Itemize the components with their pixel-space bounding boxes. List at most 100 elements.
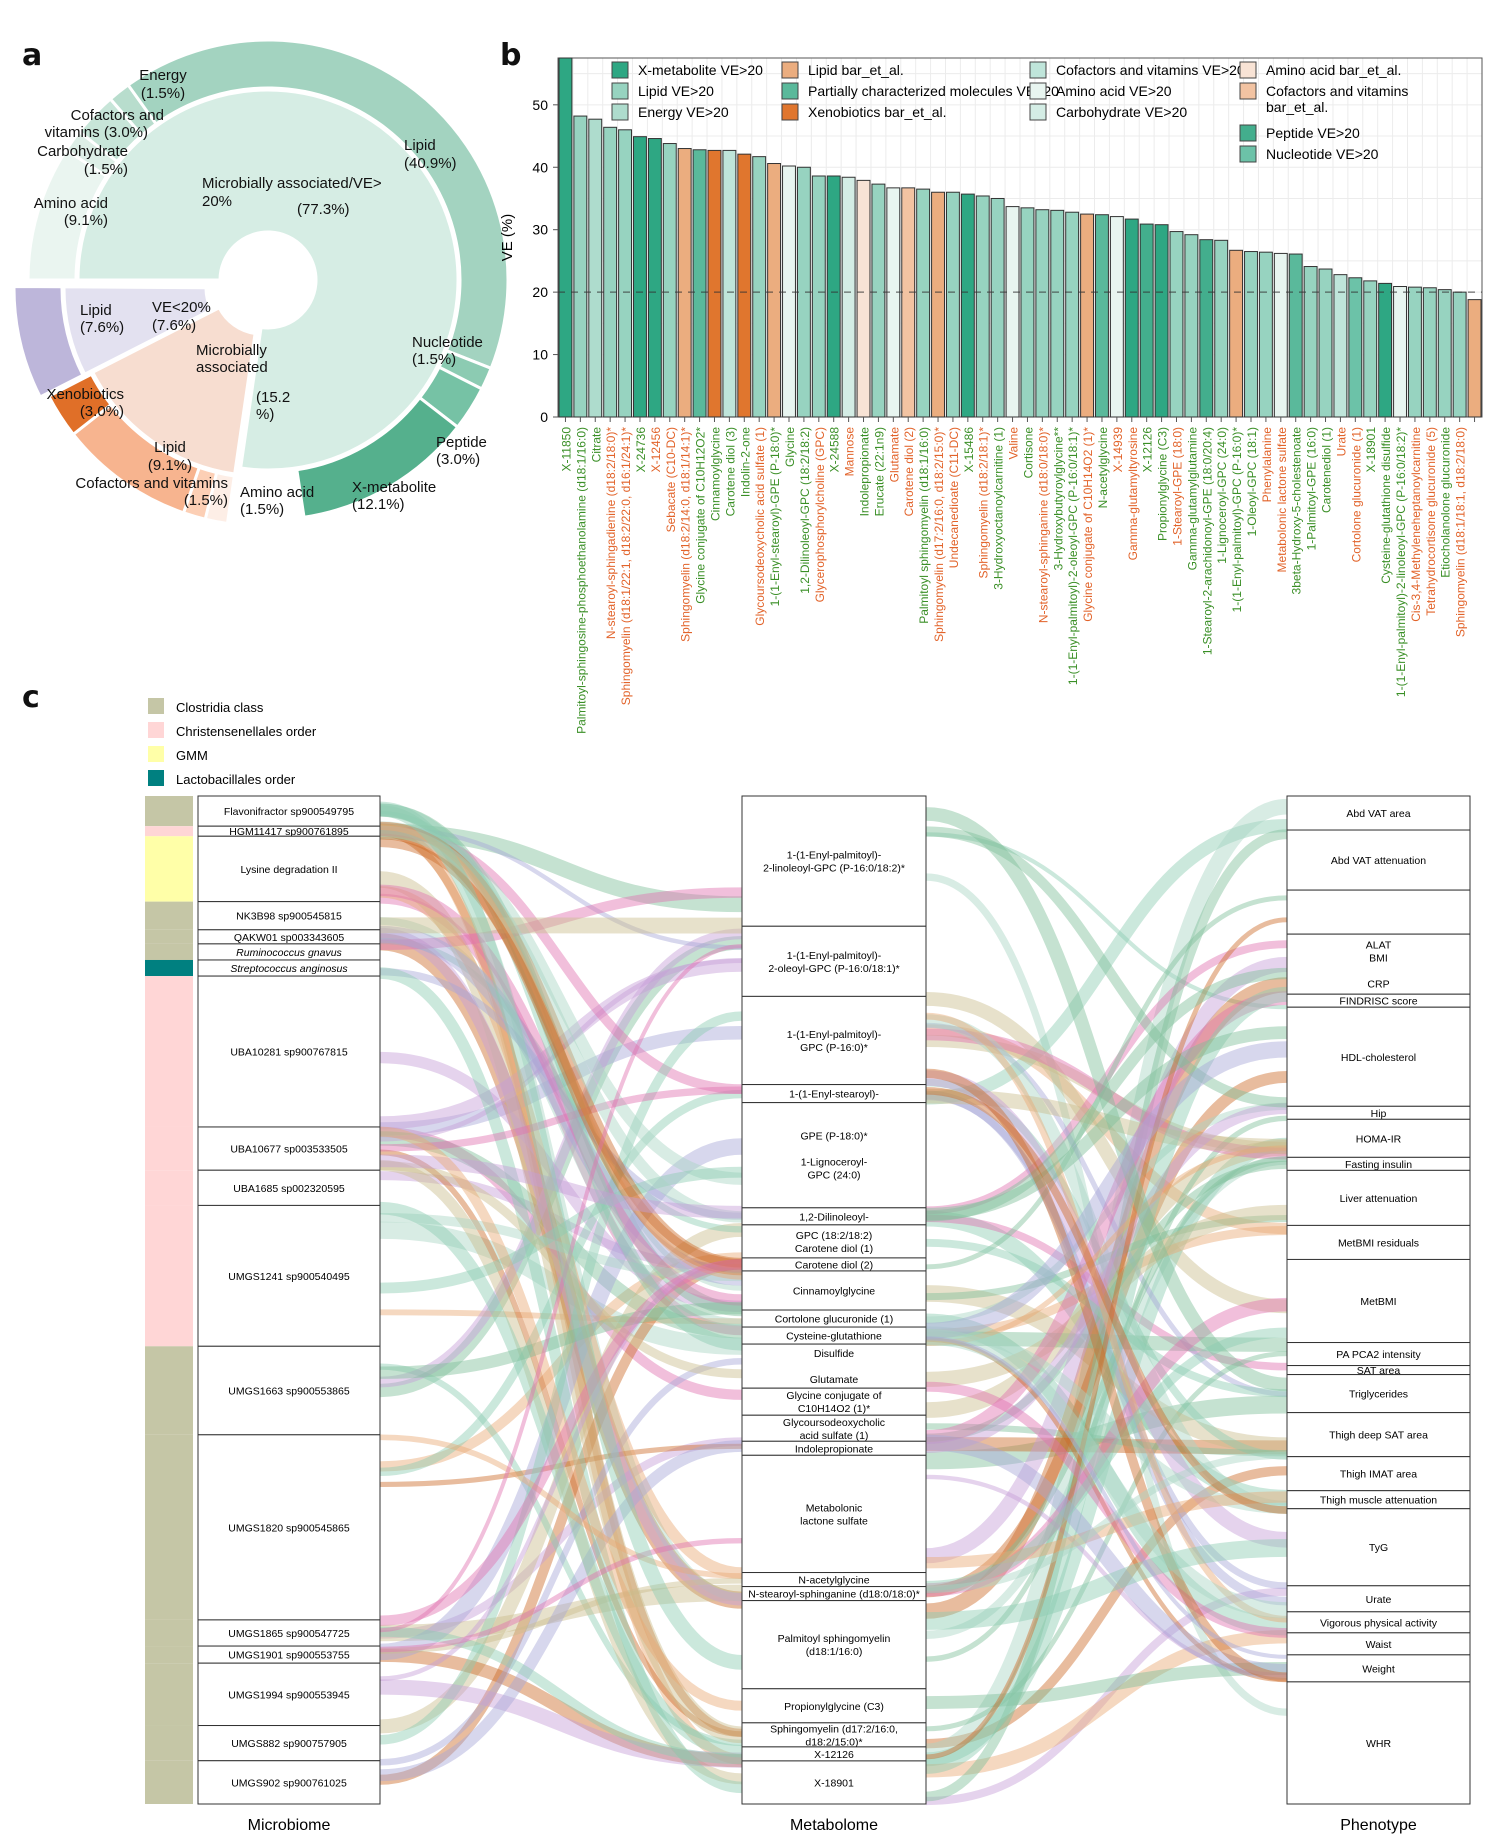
x-tick-label: Cinnamoylglycine bbox=[708, 427, 722, 521]
bar bbox=[1378, 282, 1393, 418]
donut-outer-x-metabolite bbox=[295, 395, 460, 519]
bar bbox=[1422, 287, 1437, 418]
bar bbox=[573, 115, 588, 418]
legend-swatch bbox=[781, 82, 799, 100]
bar bbox=[1154, 224, 1169, 418]
ribbon bbox=[925, 1491, 1288, 1569]
bar bbox=[1184, 234, 1199, 418]
node-label: Ruminococcus gnavus bbox=[236, 947, 342, 959]
node-label: Carotene diol (1) bbox=[795, 1243, 873, 1255]
ribbon bbox=[925, 1160, 1288, 1442]
legend-swatch bbox=[611, 82, 629, 100]
bar bbox=[677, 148, 692, 418]
bar bbox=[1035, 209, 1050, 418]
node-label: Disulfide bbox=[814, 1348, 854, 1360]
x-tick-label: X-14939 bbox=[1111, 427, 1125, 473]
node-phenotype bbox=[1286, 1585, 1471, 1613]
bar bbox=[1258, 251, 1273, 418]
x-tick-label: 1-Palmitoyl-GPE (16:0) bbox=[1305, 427, 1319, 550]
label-nucleotide-pct: (1.5%) bbox=[412, 351, 456, 368]
node-phenotype bbox=[1286, 1681, 1471, 1805]
node-label: FINDRISC score bbox=[1339, 996, 1417, 1008]
legend-label: Clostridia class bbox=[176, 700, 264, 715]
bar bbox=[931, 191, 945, 418]
x-tick-label: Undecanedioate (C11-DC) bbox=[947, 427, 961, 568]
ribbon bbox=[379, 968, 743, 1220]
node-label: C10H14O2 (1)* bbox=[798, 1403, 870, 1415]
ribbon bbox=[379, 886, 743, 1579]
node-metabolome bbox=[741, 1343, 927, 1389]
ribbon bbox=[379, 1584, 743, 1642]
ribbon bbox=[925, 1434, 1288, 1680]
ribbon bbox=[379, 821, 743, 1276]
x-tick-label: Metabolonic lactone sulfate bbox=[1275, 427, 1289, 573]
ribbon bbox=[925, 873, 1288, 1716]
legend-label: Xenobiotics bar_et_al. bbox=[808, 104, 947, 120]
node-label: BMI bbox=[1369, 953, 1388, 965]
x-tick-label: Palmitoyl sphingomyelin (d18:1/16:0) bbox=[917, 427, 931, 624]
node-microbiome bbox=[197, 1434, 381, 1621]
legend-label: Peptide VE>20 bbox=[1266, 125, 1360, 141]
node-microbiome bbox=[197, 901, 381, 931]
bar bbox=[1363, 280, 1378, 418]
node-label: Glycoursodeoxycholic bbox=[783, 1417, 885, 1429]
node-label: Vigorous physical activity bbox=[1320, 1617, 1438, 1629]
node-phenotype bbox=[1286, 1508, 1471, 1587]
node-metabolome bbox=[741, 1224, 927, 1259]
x-tick-label: 3beta-Hydroxy-5-cholestenoate bbox=[1290, 427, 1304, 595]
bar bbox=[618, 129, 633, 418]
bar bbox=[692, 149, 707, 418]
ribbon bbox=[925, 1087, 1288, 1514]
ribbon bbox=[925, 1214, 1288, 1371]
node-metabolome bbox=[741, 1414, 927, 1442]
bar bbox=[767, 163, 782, 418]
taxonomy-strip bbox=[145, 1725, 193, 1761]
y-tick-label: 20 bbox=[532, 284, 548, 300]
ribbon bbox=[925, 1331, 1288, 1352]
node-label: lactone sulfate bbox=[800, 1515, 868, 1527]
ribbon bbox=[379, 967, 743, 1794]
ribbon bbox=[379, 1626, 743, 1765]
bar bbox=[1214, 239, 1229, 418]
node-label: Thigh muscle attenuation bbox=[1320, 1495, 1437, 1507]
ribbon bbox=[925, 1336, 1288, 1659]
node-label: 1-Lignoceroyl- bbox=[801, 1157, 868, 1169]
bar bbox=[1333, 274, 1348, 418]
bar-chart: 0 10 20 30 40 50 VE (%) X-11850 Palmitoyl-sphing… bbox=[499, 57, 1483, 734]
node-label: Cortolone glucuronide (1) bbox=[775, 1314, 893, 1326]
bar bbox=[1020, 207, 1035, 418]
ribbon bbox=[379, 823, 743, 1765]
ribbon bbox=[379, 1363, 743, 1746]
node-label: Glycine conjugate of bbox=[786, 1390, 881, 1402]
x-tick-label: Etiocholanolone glucuronide bbox=[1439, 427, 1453, 578]
node-label: Cinnamoylglycine bbox=[793, 1285, 875, 1297]
taxonomy-strip bbox=[145, 976, 193, 1127]
ribbon bbox=[379, 826, 743, 1094]
bar bbox=[1169, 231, 1184, 418]
bar bbox=[1005, 206, 1020, 418]
bar bbox=[633, 136, 647, 418]
legend-swatch bbox=[611, 103, 629, 121]
ribbon bbox=[925, 1351, 1288, 1732]
node-label: d18:2/15:0)* bbox=[805, 1736, 862, 1748]
node-metabolome bbox=[741, 1270, 927, 1311]
node-label: WHR bbox=[1366, 1738, 1391, 1750]
ribbon bbox=[379, 1166, 743, 1294]
ribbon bbox=[925, 1078, 1288, 1460]
node-label: UBA10281 sp900767815 bbox=[230, 1047, 348, 1059]
node-label: X-12126 bbox=[814, 1749, 854, 1761]
column-title-phenotype: Phenotype bbox=[1340, 1817, 1417, 1834]
label-amino-acid: Amino acid bbox=[34, 195, 108, 212]
y-tick-label: 40 bbox=[532, 159, 548, 175]
x-tick-label: Palmitoyl-sphingosine-phosphoethanolamin… bbox=[574, 427, 588, 734]
legend-label: Energy VE>20 bbox=[638, 104, 729, 120]
taxonomy-strip bbox=[145, 1170, 193, 1206]
bar bbox=[558, 57, 573, 418]
ribbon bbox=[379, 1437, 743, 1639]
ribbon bbox=[925, 1539, 1288, 1630]
node-label: 1-(1-Enyl-palmitoyl)- bbox=[787, 850, 882, 862]
legend-swatch bbox=[611, 61, 629, 79]
sankey-diagram: Clostridia class Christensenellales order… bbox=[145, 698, 1471, 1834]
donut-inner-ve- bbox=[62, 285, 214, 377]
legend-label: Lipid bar_et_al. bbox=[808, 62, 904, 78]
